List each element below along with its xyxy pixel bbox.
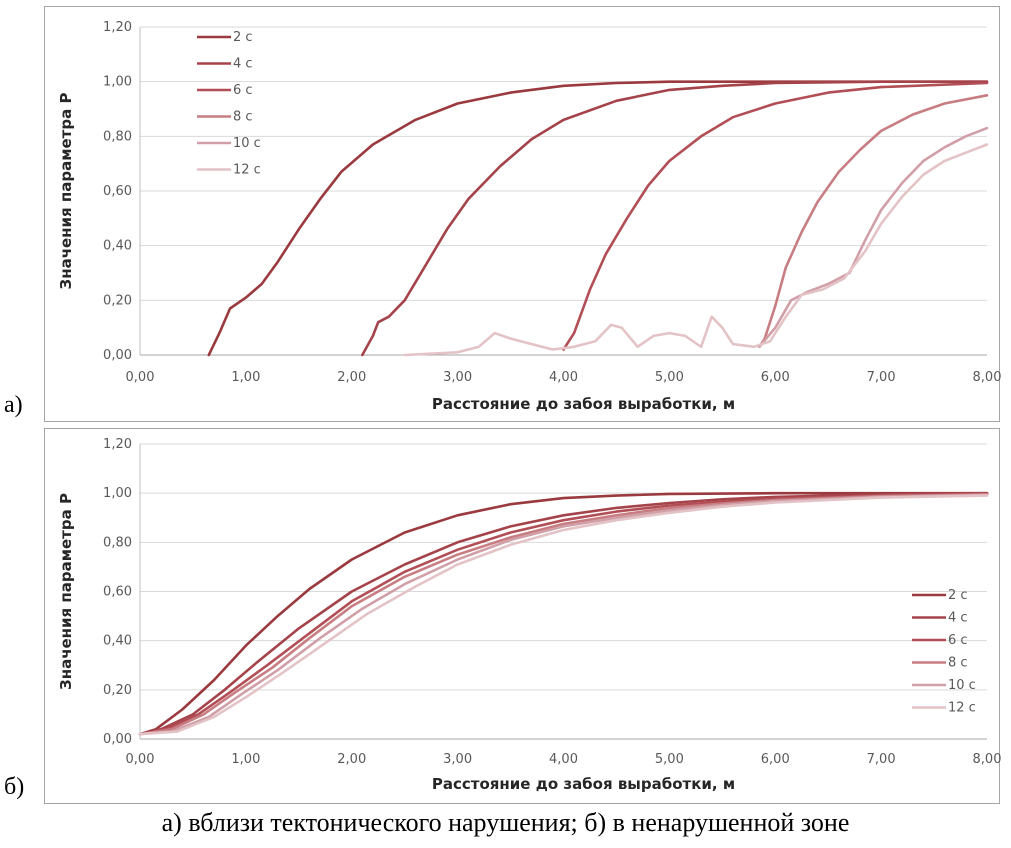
top-y-tick-label: 1,00 xyxy=(103,75,132,90)
top-x-tick-label: 3,00 xyxy=(443,370,472,385)
top-legend-label: 12 с xyxy=(233,163,261,178)
bottom-y-tick-label: 1,00 xyxy=(103,486,132,501)
top-x-tick-label: 8,00 xyxy=(973,370,1001,385)
bottom-y-tick-label: 0,00 xyxy=(103,732,132,747)
bottom-y-tick-label: 0,60 xyxy=(103,585,132,600)
bottom-series-line-3 xyxy=(138,492,989,736)
top-x-tick-label: 1,00 xyxy=(231,370,260,385)
bottom-series-line-2 xyxy=(138,491,989,736)
top-y-tick-label: 0,60 xyxy=(103,184,132,199)
bottom-x-tick-label: 5,00 xyxy=(655,752,684,767)
bottom-x-tick-label: 4,00 xyxy=(549,752,578,767)
top-legend-label: 8 с xyxy=(233,110,253,125)
bottom-legend-label: 6 с xyxy=(948,633,968,648)
top-legend-label: 2 с xyxy=(233,30,253,45)
top-y-axis-title: Значения параметра P xyxy=(57,93,75,290)
top-legend-label: 10 с xyxy=(233,136,261,151)
top-x-tick-label: 5,00 xyxy=(655,370,684,385)
bottom-y-tick-label: 0,20 xyxy=(103,683,132,698)
panel-label-a: а) xyxy=(4,392,23,418)
top-y-tick-label: 0,20 xyxy=(103,293,132,308)
bottom-series-line-6 xyxy=(138,494,989,736)
top-x-tick-label: 6,00 xyxy=(761,370,790,385)
top-series-line-4 xyxy=(758,94,989,349)
bottom-series-line-5 xyxy=(138,493,989,736)
top-x-tick-label: 4,00 xyxy=(549,370,578,385)
chart-bottom-svg: 0,00 0,20 0,40 0,60 0,80 1,00 1,20 0,00 1,00 2,00… xyxy=(57,437,1001,793)
top-y-tick-label: 0,00 xyxy=(103,348,132,363)
top-series-line-1 xyxy=(207,80,989,357)
top-x-tick-label: 2,00 xyxy=(337,370,366,385)
chart-top: 0,00 0,20 0,40 0,60 0,80 1,00 1,20 0,00 1,00 2,00… xyxy=(44,6,1001,422)
top-legend-label: 6 с xyxy=(233,83,253,98)
bottom-series-line-1 xyxy=(138,491,989,736)
panel-label-b: б) xyxy=(4,774,25,800)
bottom-series-line-4 xyxy=(138,493,989,736)
bottom-legend-label: 8 с xyxy=(948,656,968,671)
bottom-legend-label: 12 с xyxy=(948,701,976,716)
bottom-legend-label: 2 с xyxy=(948,588,968,603)
bottom-x-tick-label: 7,00 xyxy=(867,752,896,767)
top-y-tick-label: 1,20 xyxy=(103,20,132,35)
figure-caption: а) вблизи тектонического нарушения; б) в… xyxy=(161,808,850,837)
bottom-legend-label: 4 с xyxy=(948,611,968,626)
bottom-x-tick-label: 1,00 xyxy=(231,752,260,767)
bottom-x-tick-label: 2,00 xyxy=(337,752,366,767)
top-series-line-2 xyxy=(361,80,989,357)
chart-bottom: 0,00 0,20 0,40 0,60 0,80 1,00 1,20 0,00 1,00 2,00… xyxy=(44,428,1001,804)
top-legend-label: 4 с xyxy=(233,57,253,72)
top-x-tick-label: 0,00 xyxy=(126,370,155,385)
bottom-x-tick-label: 0,00 xyxy=(126,752,155,767)
bottom-y-axis-title: Значения параметра P xyxy=(57,493,75,690)
chart-top-svg: 0,00 0,20 0,40 0,60 0,80 1,00 1,20 0,00 1,00 2,00… xyxy=(57,20,1001,413)
top-y-tick-label: 0,40 xyxy=(103,239,132,254)
top-x-tick-label: 7,00 xyxy=(867,370,896,385)
bottom-legend-label: 10 с xyxy=(948,678,976,693)
bottom-x-tick-label: 6,00 xyxy=(761,752,790,767)
top-series-line-3 xyxy=(562,81,989,351)
top-series-line-6 xyxy=(403,143,989,357)
top-y-tick-label: 0,80 xyxy=(103,129,132,144)
bottom-x-tick-label: 8,00 xyxy=(973,752,1001,767)
bottom-y-tick-label: 0,80 xyxy=(103,535,132,550)
top-x-axis-title: Расстояние до забоя выработки, м xyxy=(432,395,735,413)
bottom-x-axis-title: Расстояние до забоя выработки, м xyxy=(432,775,735,793)
top-series-line-5 xyxy=(758,126,989,349)
bottom-y-tick-label: 1,20 xyxy=(103,437,132,452)
bottom-x-tick-label: 3,00 xyxy=(443,752,472,767)
bottom-y-tick-label: 0,40 xyxy=(103,634,132,649)
